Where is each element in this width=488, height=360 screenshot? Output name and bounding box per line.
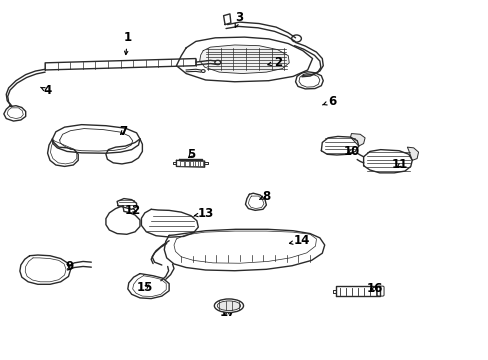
Polygon shape <box>245 193 266 210</box>
Polygon shape <box>223 14 230 24</box>
Polygon shape <box>52 125 140 153</box>
Polygon shape <box>127 274 169 298</box>
Polygon shape <box>6 69 45 107</box>
Bar <box>185 161 188 166</box>
Polygon shape <box>106 206 140 234</box>
Polygon shape <box>4 106 26 121</box>
Polygon shape <box>363 150 411 173</box>
Polygon shape <box>176 37 312 82</box>
Polygon shape <box>407 147 418 160</box>
Text: 6: 6 <box>322 95 335 108</box>
Polygon shape <box>106 139 142 164</box>
Text: 7: 7 <box>119 125 127 138</box>
Text: 5: 5 <box>186 148 195 162</box>
Polygon shape <box>295 72 323 89</box>
Polygon shape <box>350 134 365 146</box>
Text: 15: 15 <box>136 282 153 294</box>
Polygon shape <box>141 209 198 237</box>
Polygon shape <box>321 136 358 155</box>
Polygon shape <box>225 22 295 41</box>
Text: 9: 9 <box>65 260 73 273</box>
Bar <box>195 161 198 166</box>
Polygon shape <box>200 45 288 73</box>
Polygon shape <box>164 229 324 271</box>
Text: 3: 3 <box>235 11 243 27</box>
Bar <box>180 161 183 166</box>
Text: 4: 4 <box>41 84 52 97</box>
Polygon shape <box>20 255 70 284</box>
Bar <box>190 161 193 166</box>
Text: 16: 16 <box>366 283 382 296</box>
Polygon shape <box>335 287 379 296</box>
Polygon shape <box>117 199 136 209</box>
Polygon shape <box>45 59 196 70</box>
Polygon shape <box>176 160 204 167</box>
Text: 8: 8 <box>259 190 270 203</box>
FancyBboxPatch shape <box>376 286 383 296</box>
Ellipse shape <box>214 299 243 312</box>
Text: 1: 1 <box>123 31 132 55</box>
Text: 11: 11 <box>391 158 407 171</box>
Text: 10: 10 <box>343 145 359 158</box>
Text: 17: 17 <box>219 306 235 319</box>
Text: 14: 14 <box>289 234 309 247</box>
Bar <box>200 161 203 166</box>
Ellipse shape <box>217 301 240 311</box>
Text: 2: 2 <box>267 55 282 69</box>
Text: 13: 13 <box>194 207 213 220</box>
Polygon shape <box>47 139 78 166</box>
Text: 12: 12 <box>124 204 141 217</box>
